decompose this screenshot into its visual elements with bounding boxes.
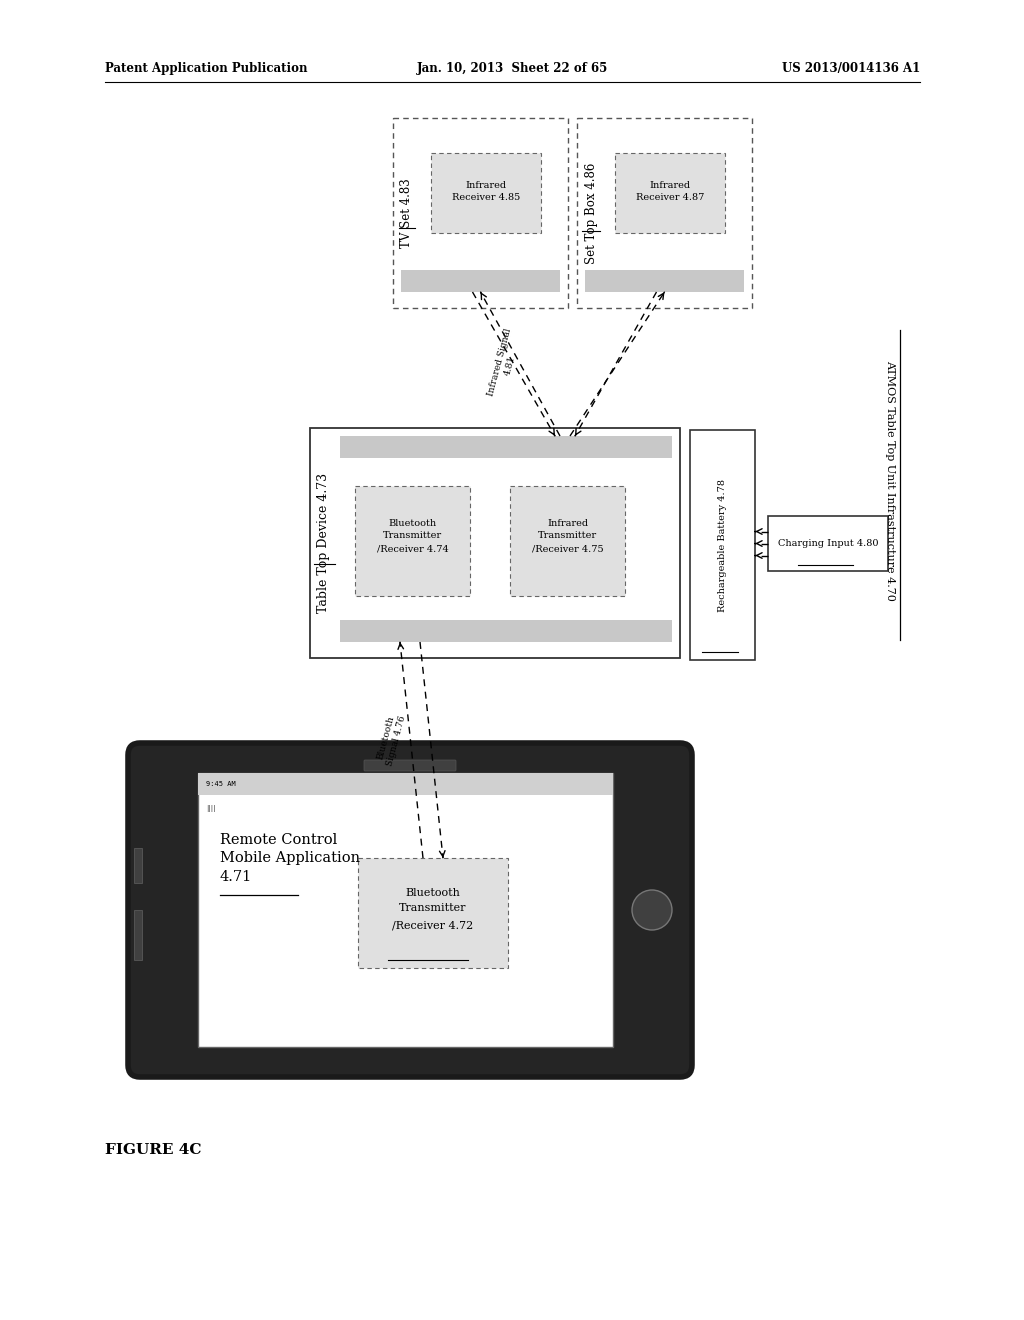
Bar — [340, 620, 672, 642]
Text: Infrared: Infrared — [466, 181, 507, 190]
FancyBboxPatch shape — [364, 760, 456, 771]
Text: Transmitter: Transmitter — [538, 532, 597, 540]
Text: Set Top Box 4.86: Set Top Box 4.86 — [585, 162, 597, 264]
Text: Infrared: Infrared — [547, 519, 588, 528]
Bar — [198, 774, 613, 1047]
FancyBboxPatch shape — [128, 743, 692, 1077]
Bar — [393, 117, 568, 308]
Bar — [690, 430, 755, 660]
Text: /Receiver 4.74: /Receiver 4.74 — [377, 544, 449, 553]
Bar — [577, 117, 752, 308]
Text: Table Top Device 4.73: Table Top Device 4.73 — [317, 473, 331, 612]
Bar — [510, 486, 625, 597]
Text: /Receiver 4.75: /Receiver 4.75 — [531, 544, 603, 553]
Bar — [401, 271, 560, 292]
Text: TV Set 4.83: TV Set 4.83 — [400, 178, 414, 248]
Text: Bluetooth
Signal 4.76: Bluetooth Signal 4.76 — [375, 711, 408, 767]
Bar — [431, 153, 541, 234]
Bar — [340, 436, 672, 458]
Text: US 2013/0014136 A1: US 2013/0014136 A1 — [781, 62, 920, 75]
Bar — [134, 909, 142, 960]
Bar — [355, 486, 470, 597]
Bar — [768, 516, 888, 572]
Text: Infrared Signal
4.81: Infrared Signal 4.81 — [486, 327, 523, 400]
Text: Rechargeable Battery 4.78: Rechargeable Battery 4.78 — [718, 479, 727, 611]
Text: Bluetooth: Bluetooth — [388, 519, 436, 528]
Circle shape — [632, 890, 672, 931]
Bar — [310, 428, 680, 657]
Text: Remote Control
Mobile Application
4.71: Remote Control Mobile Application 4.71 — [220, 833, 360, 884]
Text: ATMOS Table Top Unit Infrastructure 4.70: ATMOS Table Top Unit Infrastructure 4.70 — [885, 359, 895, 601]
Text: Receiver 4.87: Receiver 4.87 — [636, 194, 705, 202]
Bar — [358, 858, 508, 968]
Bar — [585, 271, 744, 292]
Bar — [134, 847, 142, 883]
Text: Transmitter: Transmitter — [399, 903, 467, 913]
Text: Receiver 4.85: Receiver 4.85 — [452, 194, 520, 202]
Text: Bluetooth: Bluetooth — [406, 888, 461, 898]
Text: Transmitter: Transmitter — [383, 532, 442, 540]
Text: 9:45 AM: 9:45 AM — [206, 781, 236, 787]
Bar — [198, 774, 613, 795]
Text: Patent Application Publication: Patent Application Publication — [105, 62, 307, 75]
Text: Charging Input 4.80: Charging Input 4.80 — [778, 539, 879, 548]
Text: FIGURE 4C: FIGURE 4C — [105, 1143, 202, 1158]
Text: Infrared: Infrared — [649, 181, 690, 190]
Bar — [615, 153, 725, 234]
Text: /Receiver 4.72: /Receiver 4.72 — [392, 920, 474, 931]
Text: ||||: |||| — [206, 804, 215, 812]
Text: Jan. 10, 2013  Sheet 22 of 65: Jan. 10, 2013 Sheet 22 of 65 — [417, 62, 607, 75]
